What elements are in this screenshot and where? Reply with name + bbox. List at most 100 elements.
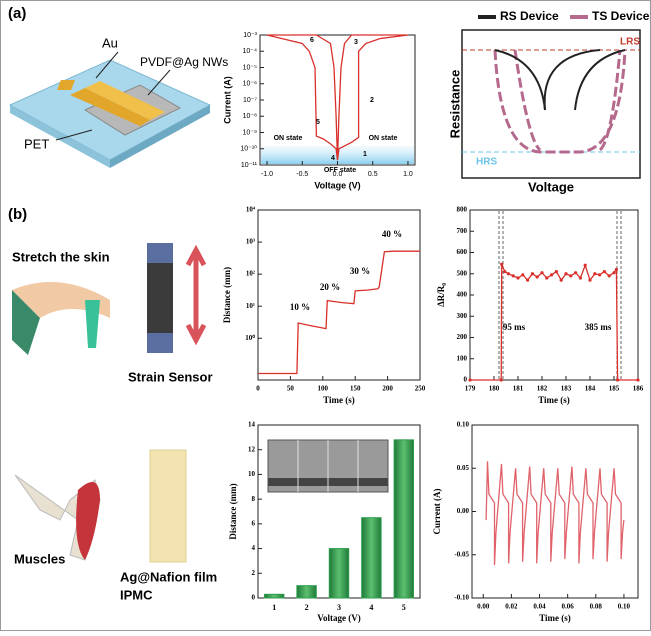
y-tick-label: 300	[457, 312, 468, 320]
annotation: 4	[331, 155, 335, 162]
data-point	[583, 263, 587, 267]
annotation: 10 %	[290, 302, 310, 312]
data-point	[554, 270, 559, 274]
y-axis-label: Current (A)	[222, 76, 232, 124]
x-axis-label: Time (s)	[539, 613, 571, 623]
data-point	[612, 271, 616, 275]
bar	[393, 439, 415, 599]
x-tick-label: 5	[402, 603, 406, 612]
annotation: 2	[370, 97, 374, 104]
annotation: 1	[363, 151, 367, 158]
annotation: 40 %	[382, 229, 402, 239]
label: Muscles	[14, 551, 65, 566]
x-tick-label: 100	[318, 385, 329, 393]
hrs-label: HRS	[476, 157, 497, 168]
x-tick-label: 150	[350, 385, 361, 393]
x-tick-label: -0.5	[296, 171, 308, 178]
data-point	[511, 274, 515, 278]
x-tick-label: 0.10	[618, 603, 631, 611]
x-tick-label: 183	[561, 385, 572, 393]
bar	[328, 548, 350, 599]
y-tick-label: 0.05	[457, 464, 470, 472]
y-tick-label: 10²	[246, 270, 255, 278]
y-tick-label: 10⁰	[245, 334, 255, 342]
y-axis-label: Current (A)	[432, 488, 442, 534]
axis-label: Voltage	[528, 179, 574, 194]
y-tick-label: 10⁻⁸	[243, 113, 257, 120]
x-tick-label: -1.0	[261, 171, 273, 178]
x-tick-label: 181	[513, 385, 524, 393]
data-point	[564, 272, 568, 276]
data-point	[530, 272, 535, 276]
y-tick-label: 400	[457, 291, 468, 299]
annotation: OFF state	[324, 167, 356, 174]
y-tick-label: 10⁻³	[243, 32, 257, 39]
bar	[263, 593, 285, 599]
label: PVDF@Ag NWs	[140, 55, 228, 69]
y-tick-label: 4	[252, 544, 256, 552]
data-point	[550, 273, 554, 277]
y-tick-label: 10	[248, 470, 256, 478]
data-point	[616, 378, 620, 382]
annotation: ON state	[369, 135, 398, 142]
y-tick-label: 100	[457, 354, 468, 362]
y-tick-label: 600	[457, 248, 468, 256]
x-tick-label: 0.08	[590, 603, 603, 611]
bar	[296, 585, 317, 599]
y-tick-label: 0.10	[457, 421, 470, 429]
y-tick-label: 2	[252, 569, 256, 577]
legend-label: TS Device	[592, 9, 650, 23]
y-tick-label: 10¹	[246, 302, 255, 310]
y-tick-label: 800	[457, 206, 468, 214]
legend-label: RS Device	[500, 9, 559, 23]
data-point	[468, 378, 472, 382]
data-point	[614, 267, 619, 272]
y-tick-label: 12	[248, 445, 256, 453]
label: PET	[24, 136, 49, 151]
data-point	[516, 276, 520, 280]
label: IPMC	[120, 587, 153, 602]
device-illustration	[8, 51, 212, 168]
y-tick-label: 0	[252, 594, 256, 602]
data-point	[499, 378, 503, 382]
y-tick-label: 10³	[246, 238, 255, 246]
x-tick-label: 250	[415, 385, 426, 393]
x-tick-label: 0.06	[562, 603, 575, 611]
x-tick-label: 180	[489, 385, 500, 393]
y-tick-label: 10⁻⁵	[243, 64, 257, 71]
annotation: 385 ms	[585, 322, 612, 332]
annotation: 20 %	[320, 282, 340, 292]
y-axis-label: Distance (mm)	[222, 267, 232, 323]
axis-label: Resistance	[447, 70, 462, 139]
y-tick-label: 10⁻⁴	[243, 48, 258, 55]
data-point	[545, 276, 549, 280]
bar	[361, 517, 382, 599]
y-tick-label: 0.00	[457, 507, 470, 515]
x-axis-label: Voltage (V)	[314, 180, 360, 190]
y-tick-label: 10⁻¹⁰	[240, 145, 257, 153]
x-tick-label: 185	[609, 385, 620, 393]
data-point	[521, 273, 525, 277]
annotation: 30 %	[350, 266, 370, 276]
x-tick-label: 200	[382, 385, 393, 393]
annotation: 3	[354, 39, 358, 46]
label: Au	[102, 35, 118, 50]
data-point	[526, 278, 530, 282]
x-tick-label: 50	[287, 385, 295, 393]
x-tick-label: 0.5	[368, 171, 378, 178]
y-tick-label: 14	[248, 421, 256, 429]
label: Strain Sensor	[128, 369, 213, 384]
label: Ag@Nafion film	[120, 569, 217, 584]
data-line	[485, 461, 625, 566]
annotation: 95 ms	[503, 322, 526, 332]
x-axis-label: Time (s)	[323, 395, 355, 405]
y-tick-label: 700	[457, 227, 468, 235]
x-tick-label: 186	[633, 385, 644, 393]
x-tick-label: 4	[369, 603, 373, 612]
panel-label: (b)	[8, 206, 27, 223]
data-point	[500, 262, 504, 266]
data-point	[636, 378, 640, 382]
x-tick-label: 1.0	[403, 171, 413, 178]
x-tick-label: 0.04	[533, 603, 546, 611]
